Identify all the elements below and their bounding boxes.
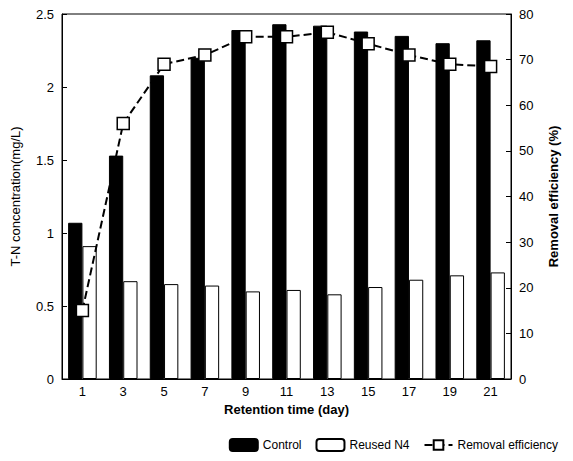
svg-text:0.5: 0.5 [36, 299, 54, 314]
svg-text:40: 40 [519, 189, 533, 204]
svg-text:3: 3 [120, 384, 127, 399]
svg-text:70: 70 [519, 52, 533, 67]
svg-text:30: 30 [519, 235, 533, 250]
svg-text:2.5: 2.5 [36, 7, 54, 22]
svg-text:21: 21 [483, 384, 497, 399]
svg-text:7: 7 [201, 384, 208, 399]
svg-text:Removal efficiency (%): Removal efficiency (%) [546, 126, 561, 268]
svg-text:13: 13 [320, 384, 334, 399]
svg-text:20: 20 [519, 280, 533, 295]
svg-text:19: 19 [443, 384, 457, 399]
svg-text:1: 1 [47, 226, 54, 241]
svg-text:Removal efficiency: Removal efficiency [458, 438, 559, 452]
svg-text:Control: Control [263, 438, 302, 452]
svg-text:80: 80 [519, 7, 533, 22]
svg-text:0: 0 [47, 372, 54, 387]
svg-text:11: 11 [280, 384, 294, 399]
svg-text:10: 10 [519, 326, 533, 341]
svg-text:2: 2 [47, 80, 54, 95]
svg-text:9: 9 [242, 384, 249, 399]
svg-text:T-N concentration(mg/L): T-N concentration(mg/L) [8, 126, 23, 266]
svg-text:Retention time (day): Retention time (day) [224, 402, 349, 417]
svg-text:Reused N4: Reused N4 [349, 438, 409, 452]
svg-text:1.5: 1.5 [36, 153, 54, 168]
svg-text:60: 60 [519, 98, 533, 113]
svg-text:15: 15 [361, 384, 375, 399]
svg-text:50: 50 [519, 143, 533, 158]
svg-text:0: 0 [519, 372, 526, 387]
svg-text:5: 5 [160, 384, 167, 399]
svg-text:1: 1 [79, 384, 86, 399]
svg-text:17: 17 [402, 384, 416, 399]
